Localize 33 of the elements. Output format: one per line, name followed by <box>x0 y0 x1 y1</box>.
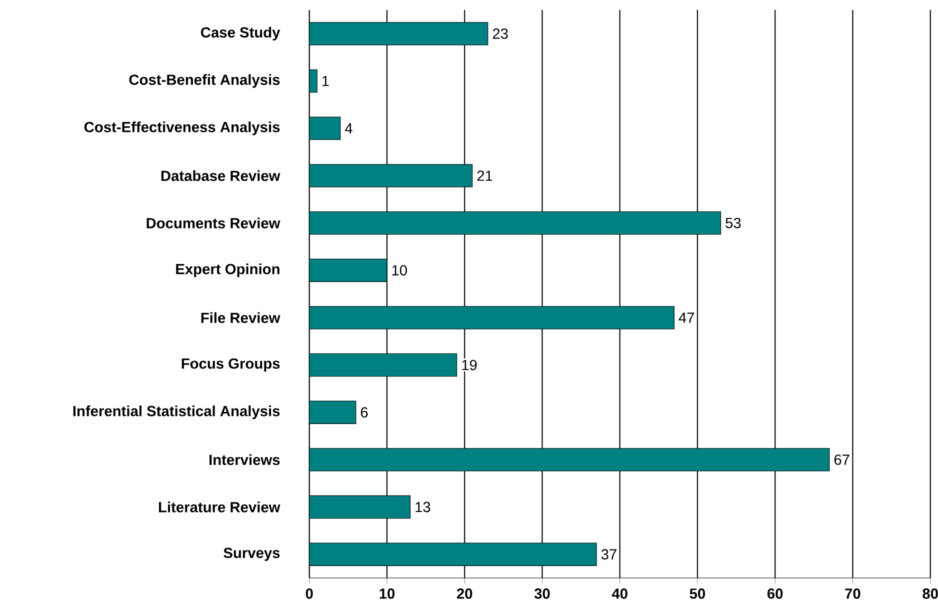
data-label: 6 <box>360 407 368 418</box>
x-tick-label: 70 <box>845 588 860 599</box>
data-label: 1 <box>322 76 329 86</box>
y-tick-label: Case Study <box>200 26 280 40</box>
data-label: 37 <box>601 549 616 560</box>
x-tick-label: 60 <box>767 588 783 599</box>
x-tick-label: 10 <box>380 588 395 599</box>
x-tick-label: 20 <box>456 588 472 599</box>
y-tick-label: Interviews <box>210 454 280 466</box>
y-tick-label: Surveys <box>224 548 280 561</box>
x-tick-label: 30 <box>534 588 550 599</box>
data-label: 13 <box>416 502 430 512</box>
y-tick-label: Literature Review <box>158 502 280 512</box>
data-label: 53 <box>726 218 741 228</box>
data-label: 47 <box>678 312 694 323</box>
y-tick-label: Documents Review <box>146 218 280 228</box>
y-tick-label: Cost-Effectiveness Analysis <box>84 122 280 136</box>
y-tick-label: Inferential Statistical Analysis <box>73 406 280 420</box>
x-tick-label: 0 <box>306 588 313 599</box>
x-tick-label: 40 <box>612 588 628 599</box>
y-tick-label: Expert Opinion <box>176 264 280 278</box>
data-label: 23 <box>492 28 508 39</box>
y-tick-label: File Review <box>201 312 280 324</box>
y-tick-label: Database Review <box>161 170 280 182</box>
data-label: 67 <box>834 454 850 465</box>
y-tick-label: Focus Groups <box>182 358 280 372</box>
data-label: 19 <box>462 360 477 370</box>
data-label: 4 <box>344 123 352 134</box>
y-tick-label: Cost-Benefit Analysis <box>129 74 280 88</box>
data-label: 10 <box>392 265 407 276</box>
x-tick-label: 50 <box>690 588 706 599</box>
data-label: 21 <box>477 170 492 181</box>
x-tick-label: 80 <box>922 588 938 599</box>
